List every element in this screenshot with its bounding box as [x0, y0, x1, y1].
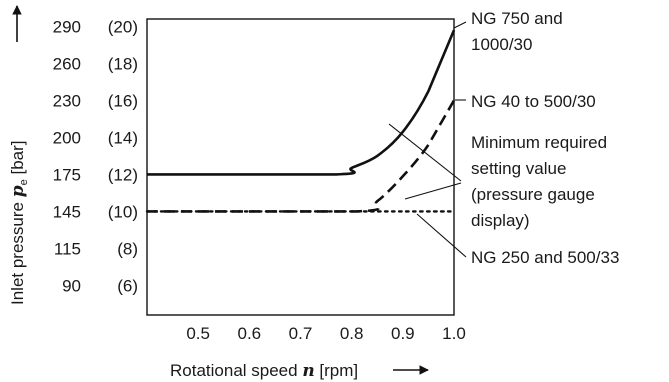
x-tick-label: 0.6: [238, 324, 262, 343]
x-tick-label: 0.9: [391, 324, 415, 343]
y-axis-title-suffix: [bar]: [8, 141, 27, 180]
annotation-ng250: NG 250 and 500/33: [471, 248, 619, 267]
y-tick-label-psi: 290: [53, 17, 81, 36]
y-tick-label-psi: 200: [53, 128, 81, 147]
y-tick-label-bar: (6): [117, 276, 138, 295]
annotation-ng750-line-1: NG 750 and: [471, 9, 563, 28]
x-axis-title-variable: n: [302, 361, 314, 381]
y-tick-label-bar: (14): [108, 128, 138, 147]
plot-frame: [146, 18, 455, 316]
x-tick-label: 1.0: [442, 324, 466, 343]
y-axis-title-subscript: e: [18, 179, 30, 185]
y-axis-title-variable: p: [8, 185, 28, 197]
y-tick-label-bar: (18): [108, 54, 138, 73]
leader-ng750: [453, 21, 467, 29]
leader-minimum-dashed: [404, 182, 462, 200]
y-tick-label-bar: (12): [108, 165, 138, 184]
x-axis-title: Rotational speed n [rpm]: [170, 361, 358, 381]
series-line-dashed: [147, 99, 456, 213]
annotation-minimum-line-1: Minimum required: [471, 133, 607, 152]
leader-minimum-solid: [388, 123, 462, 182]
series-line-solid: [146, 29, 456, 176]
annotation-ng750: NG 750 and 1000/30: [471, 9, 567, 54]
leader-lines: [388, 21, 467, 258]
y-tick-label-psi: 260: [53, 54, 81, 73]
y-tick-label-psi: 230: [53, 91, 81, 110]
series-layer: [145, 29, 456, 213]
y-axis-title-prefix: Inlet pressure: [8, 197, 27, 305]
y-tick-label-bar: (10): [108, 202, 138, 221]
x-tick-label: 0.7: [289, 324, 313, 343]
annotation-ng40: NG 40 to 500/30: [471, 92, 596, 111]
x-tick-labels: 0.5 0.6 0.7 0.8 0.9 1.0: [186, 324, 465, 343]
y-tick-labels: 90 (6) 115 (8) 145 (10) 175 (12) 200 (14) 230 (16) 2…: [53, 17, 138, 295]
annotation-minimum-line-3: (pressure gauge: [471, 185, 595, 204]
annotation-minimum-line-4: display): [471, 211, 530, 230]
svg-text:Rotational speed n [rpm]: Rotational speed n [rpm]: [170, 361, 358, 381]
annotations: NG 750 and 1000/30 NG 40 to 500/30 Minim…: [471, 9, 619, 267]
y-axis-title: Inlet pressure pe [bar]: [8, 141, 30, 306]
x-tick-label: 0.5: [186, 324, 210, 343]
annotation-minimum-line-2: setting value: [471, 159, 566, 178]
leader-ng250: [416, 213, 467, 258]
svg-text:Inlet pressure pe [bar]: Inlet pressure pe [bar]: [8, 141, 30, 306]
annotation-ng750-line-2: 1000/30: [471, 35, 532, 54]
x-axis-title-prefix: Rotational speed: [170, 361, 302, 380]
y-tick-label-psi: 145: [53, 202, 81, 221]
annotation-minimum: Minimum required setting value (pressure…: [471, 133, 612, 230]
x-tick-label: 0.8: [340, 324, 364, 343]
y-tick-label-psi: 175: [53, 165, 81, 184]
y-tick-label-bar: (8): [117, 239, 138, 258]
y-tick-label-psi: 90: [62, 276, 81, 295]
y-tick-label-bar: (20): [108, 17, 138, 36]
y-tick-label-psi: 115: [54, 239, 81, 258]
y-tick-label-bar: (16): [108, 91, 138, 110]
x-axis-title-suffix: [rpm]: [315, 361, 358, 380]
